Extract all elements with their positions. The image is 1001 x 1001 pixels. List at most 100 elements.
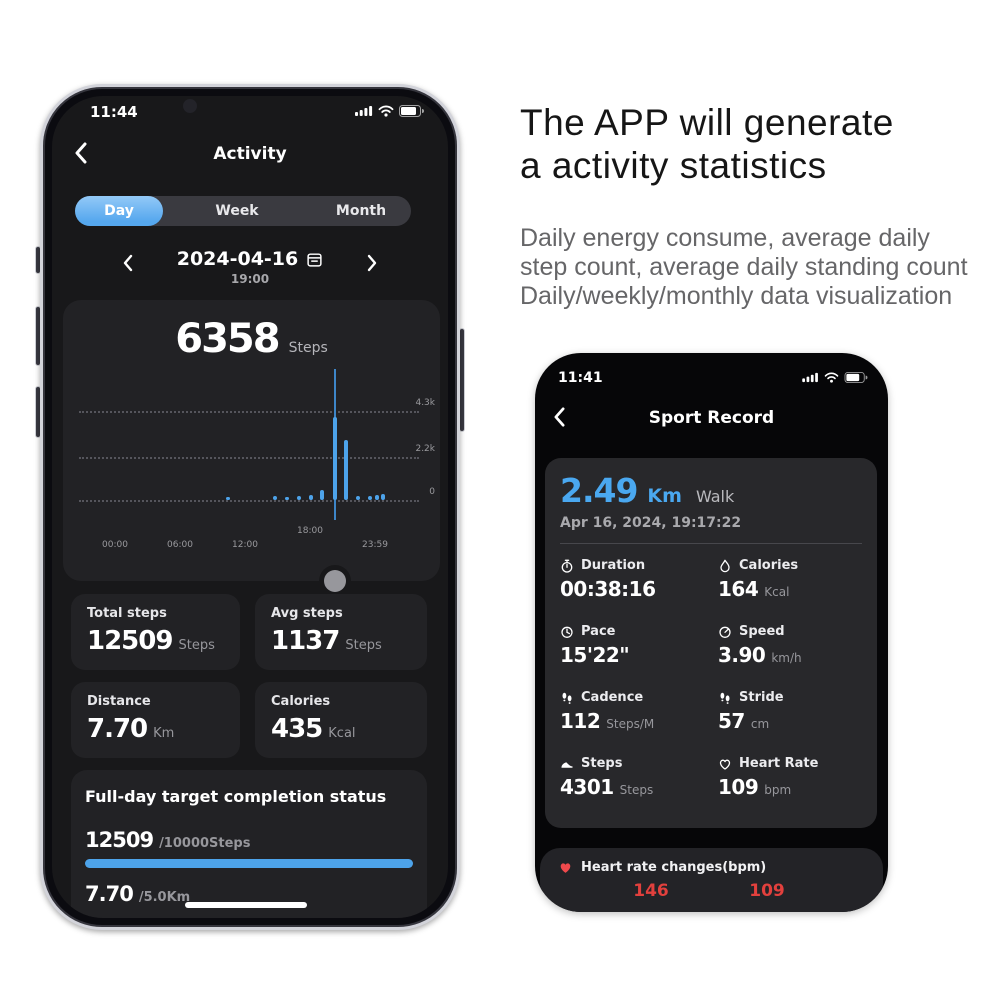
chart-bar: [333, 417, 338, 500]
stat-card-total-steps: Total steps 12509 Steps: [71, 594, 240, 670]
metric-calories: Calories 164 Kcal: [718, 558, 862, 624]
metric-label: Pace: [581, 624, 616, 639]
metric-unit: km/h: [771, 651, 802, 665]
footprints-icon: [562, 692, 572, 704]
metric-duration: Duration 00:38:16: [560, 558, 718, 624]
status-time: 11:44: [90, 103, 138, 121]
battery-icon: [844, 372, 868, 383]
chart-bar: [296, 495, 301, 500]
chart-bar: [367, 495, 372, 500]
metric-heart-rate: Heart Rate 109 bpm: [718, 756, 862, 822]
chart-bar: [273, 496, 278, 500]
y-tick-label: 0: [429, 487, 435, 497]
flame-icon: [720, 559, 730, 572]
footprints-icon: [720, 692, 730, 704]
stat-label: Total steps: [87, 606, 167, 621]
metric-value: 164: [718, 577, 759, 601]
status-icons: [355, 105, 424, 117]
marketing-copy: The APP will generate a activity statist…: [520, 101, 992, 311]
prev-day-icon[interactable]: [122, 254, 134, 272]
stat-value: 12509: [87, 626, 173, 656]
divider: [560, 543, 862, 544]
stat-card-calories: Calories 435 Kcal: [255, 682, 427, 758]
metric-value: 3.90: [718, 643, 766, 667]
shoe-icon: [561, 761, 573, 768]
headline-body: Daily energy consume, average daily step…: [520, 224, 992, 311]
headline-line1: The APP will generate: [520, 102, 894, 143]
metric-unit: cm: [750, 717, 770, 731]
metric-unit: bpm: [764, 783, 792, 797]
metric-label: Speed: [739, 624, 785, 639]
heart-chart-title: Heart rate changes(bpm): [581, 860, 767, 875]
metric-label: Stride: [739, 690, 784, 705]
metric-speed: Speed 3.90 km/h: [718, 624, 862, 690]
steps-total: 6358: [175, 316, 280, 362]
target-steps-value: 12509: [85, 828, 154, 852]
gridline-2200: [79, 457, 419, 459]
chart-x-tick: 00:00: [102, 540, 128, 550]
body-line1: Daily energy consume, average daily: [520, 224, 930, 252]
chart-bar: [380, 493, 385, 500]
stat-unit: Km: [153, 726, 175, 741]
steps-chart-plot[interactable]: 4.3k 2.2k 0: [63, 300, 440, 581]
tab-month[interactable]: Month: [335, 203, 387, 219]
chart-bar: [343, 439, 348, 500]
stat-label: Avg steps: [271, 606, 343, 621]
stat-unit: Steps: [178, 638, 215, 653]
page-title: Activity: [213, 144, 287, 164]
body-line2: step count, average daily standing count: [520, 253, 968, 281]
stopwatch-icon: [561, 559, 573, 573]
back-icon[interactable]: [553, 407, 566, 427]
chart-x-tick: 18:00: [297, 526, 323, 536]
sport-record-phone: 11:41 Sport Record 2.49 Km Walk Apr 16, …: [535, 353, 888, 912]
heart-rate-value: 109: [749, 881, 785, 901]
chart-bar: [308, 494, 313, 500]
metric-value: 109: [718, 775, 759, 799]
activity-phone: 11:44 Activity Day Week Month 2024-04-16…: [35, 84, 465, 930]
metric-cadence: Cadence 112 Steps/M: [560, 690, 718, 756]
metric-label: Duration: [581, 558, 646, 573]
back-icon[interactable]: [74, 142, 88, 164]
home-indicator[interactable]: [185, 902, 307, 908]
y-tick-label: 2.2k: [415, 444, 435, 454]
steps-total-unit: Steps: [288, 340, 328, 356]
metric-label: Calories: [739, 558, 799, 573]
gridline-4300: [79, 411, 419, 413]
headline-line2: a activity statistics: [520, 145, 827, 186]
summary-activity-type: Walk: [695, 487, 735, 506]
speedometer-icon: [719, 626, 731, 638]
signal-icon: [355, 106, 373, 116]
activity-screen: 11:44 Activity Day Week Month 2024-04-16…: [52, 96, 448, 918]
calendar-icon[interactable]: [306, 251, 323, 268]
metric-label: Heart Rate: [739, 756, 819, 771]
metric-value: 112: [560, 709, 601, 733]
camera-icon: [183, 99, 197, 113]
timer-icon: [561, 626, 573, 638]
target-steps-goal: /10000Steps: [159, 836, 251, 851]
battery-icon: [399, 105, 424, 117]
metric-value: 00:38:16: [560, 577, 656, 601]
metric-unit: Steps: [619, 783, 654, 797]
stat-label: Calories: [271, 694, 331, 709]
target-title: Full-day target completion status: [85, 787, 387, 806]
target-distance-value: 7.70: [85, 882, 134, 906]
tab-week[interactable]: Week: [215, 203, 259, 219]
sport-summary-card: 2.49 Km Walk Apr 16, 2024, 19:17:22 Dura…: [545, 458, 877, 828]
stat-value: 7.70: [87, 714, 148, 744]
target-distance-goal: /5.0Km: [138, 890, 191, 905]
date-navigation: 2024-04-16 19:00: [52, 248, 448, 286]
stat-value: 1137: [271, 626, 340, 656]
y-tick-label: 4.3k: [415, 398, 435, 408]
chart-bar: [284, 496, 289, 500]
chart-bar: [225, 496, 230, 500]
target-completion-card: Full-day target completion status 12509 …: [71, 770, 427, 918]
metric-steps: Steps 4301 Steps: [560, 756, 718, 822]
next-day-icon[interactable]: [366, 254, 378, 272]
metric-unit: Kcal: [764, 585, 790, 599]
current-date: 2024-04-16: [176, 248, 299, 270]
heart-rate-value: 146: [633, 881, 669, 901]
time-slider-handle[interactable]: [324, 570, 347, 592]
tab-day[interactable]: Day: [75, 196, 163, 226]
heart-red-icon: [560, 863, 571, 873]
chart-bar: [374, 495, 379, 500]
